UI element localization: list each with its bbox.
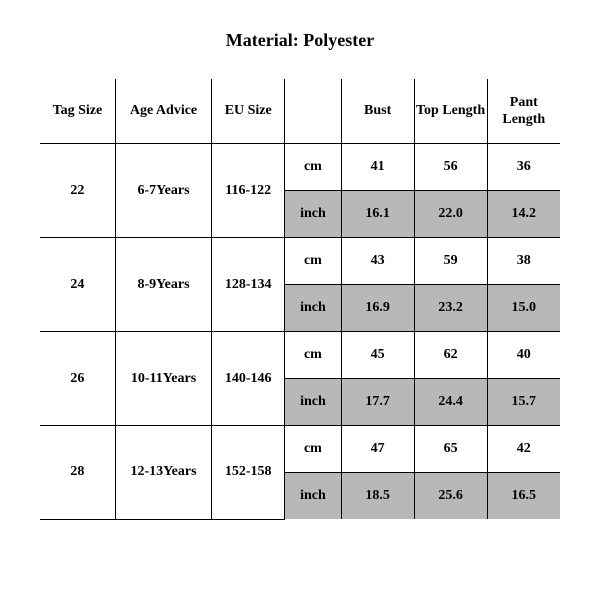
cell-pant-length: 36 [487,144,560,191]
cell-top-length: 65 [414,426,487,473]
col-tag-size: Tag Size [40,79,115,144]
cell-top-length: 22.0 [414,191,487,238]
cell-unit-cm: cm [285,426,341,473]
cell-bust: 47 [341,426,414,473]
table-row: 24 8-9Years 128-134 cm 43 59 38 [40,238,560,285]
cell-age-advice: 8-9Years [115,238,211,332]
table-row: 22 6-7Years 116-122 cm 41 56 36 [40,144,560,191]
cell-top-length: 25.6 [414,473,487,520]
col-unit [285,79,341,144]
cell-pant-length: 15.0 [487,285,560,332]
cell-bust: 16.9 [341,285,414,332]
cell-top-length: 62 [414,332,487,379]
cell-unit-cm: cm [285,332,341,379]
table-row: 26 10-11Years 140-146 cm 45 62 40 [40,332,560,379]
cell-bust: 43 [341,238,414,285]
col-top-length: Top Length [414,79,487,144]
col-age-advice: Age Advice [115,79,211,144]
cell-unit-inch: inch [285,285,341,332]
page: Material: Polyester Tag Size Age Advice … [0,0,600,600]
cell-unit-inch: inch [285,473,341,520]
cell-pant-length: 14.2 [487,191,560,238]
col-pant-length: Pant Length [487,79,560,144]
cell-eu-size: 116-122 [212,144,285,238]
cell-bust: 45 [341,332,414,379]
cell-unit-inch: inch [285,379,341,426]
col-bust: Bust [341,79,414,144]
cell-top-length: 24.4 [414,379,487,426]
cell-bust: 17.7 [341,379,414,426]
page-title: Material: Polyester [40,30,560,51]
cell-top-length: 59 [414,238,487,285]
col-eu-size: EU Size [212,79,285,144]
cell-bust: 16.1 [341,191,414,238]
cell-unit-cm: cm [285,238,341,285]
table-row: 28 12-13Years 152-158 cm 47 65 42 [40,426,560,473]
cell-pant-length: 38 [487,238,560,285]
cell-unit-cm: cm [285,144,341,191]
cell-pant-length: 15.7 [487,379,560,426]
cell-tag-size: 24 [40,238,115,332]
cell-tag-size: 22 [40,144,115,238]
cell-top-length: 56 [414,144,487,191]
header-row: Tag Size Age Advice EU Size Bust Top Len… [40,79,560,144]
cell-eu-size: 128-134 [212,238,285,332]
cell-eu-size: 152-158 [212,426,285,520]
cell-top-length: 23.2 [414,285,487,332]
cell-bust: 41 [341,144,414,191]
cell-eu-size: 140-146 [212,332,285,426]
cell-age-advice: 12-13Years [115,426,211,520]
cell-tag-size: 26 [40,332,115,426]
cell-age-advice: 6-7Years [115,144,211,238]
size-chart-table: Tag Size Age Advice EU Size Bust Top Len… [40,79,560,520]
cell-tag-size: 28 [40,426,115,520]
cell-bust: 18.5 [341,473,414,520]
cell-pant-length: 42 [487,426,560,473]
cell-unit-inch: inch [285,191,341,238]
cell-pant-length: 40 [487,332,560,379]
cell-age-advice: 10-11Years [115,332,211,426]
cell-pant-length: 16.5 [487,473,560,520]
